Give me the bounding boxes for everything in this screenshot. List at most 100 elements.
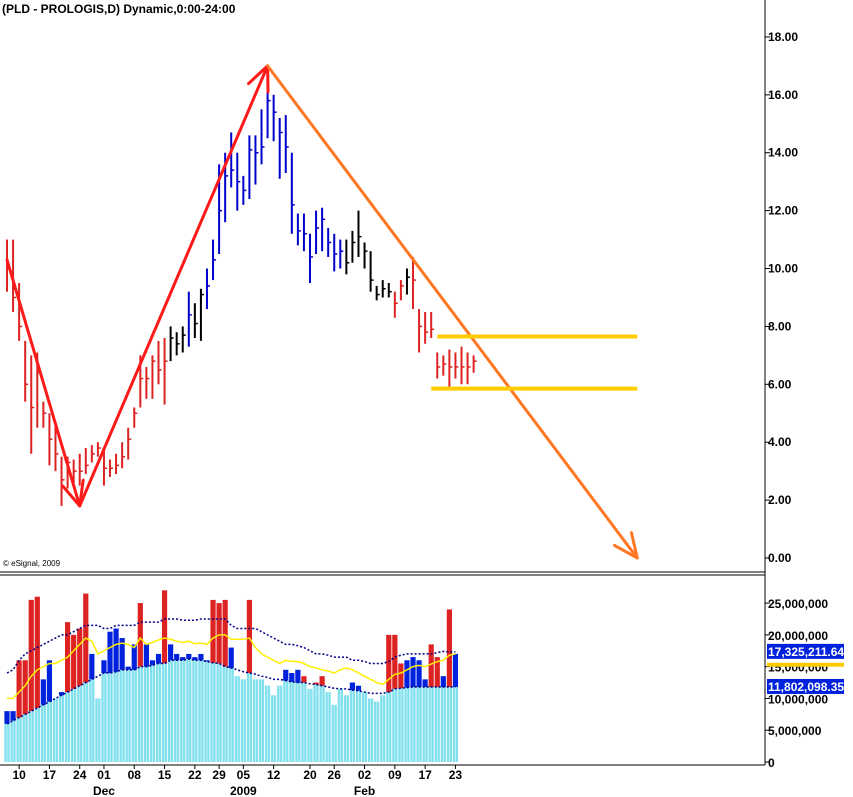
time-tick-label: 24: [73, 768, 87, 782]
volume-bar: [77, 628, 83, 762]
price-bar: [460, 346, 465, 385]
price-bar: [351, 230, 356, 263]
trend-arrow: [266, 64, 639, 560]
price-bar: [327, 228, 332, 257]
price-bar: [454, 352, 459, 379]
price-axis-ticks: 18.00 16.00 14.00 12.00 10.00 8.00 6.00 4.00 2.0…: [765, 30, 798, 565]
price-bar: [199, 288, 204, 341]
volume-bar: [186, 653, 192, 762]
price-tick-label: 0.00: [768, 551, 792, 565]
time-group-label: Feb: [354, 784, 375, 797]
price-bar: [109, 459, 114, 477]
volume-bar: [125, 666, 131, 762]
volume-bar: [113, 628, 119, 762]
time-tick-label: 23: [449, 768, 463, 782]
volume-bar: [313, 682, 319, 762]
volume-bar: [289, 673, 295, 762]
price-bar: [472, 355, 477, 373]
price-bars: [6, 65, 477, 506]
price-bar: [357, 210, 362, 257]
price-bar: [187, 291, 192, 347]
price-bar: [169, 326, 174, 362]
volume-tick-label: 5,000,000: [768, 724, 822, 738]
price-bar: [145, 366, 150, 399]
price-bar: [96, 442, 101, 457]
price-bar: [290, 152, 295, 234]
volume-bar: [155, 653, 162, 762]
volume-bar: [192, 657, 198, 762]
price-bar: [30, 355, 35, 454]
price-bar: [42, 401, 47, 428]
volume-bar: [277, 685, 283, 762]
volume-bar: [380, 695, 386, 762]
price-bar: [242, 175, 247, 205]
price-bar: [248, 135, 253, 200]
volume-bar: [174, 653, 180, 762]
volume-bar: [83, 593, 89, 762]
price-bar: [205, 268, 210, 310]
price-bar: [60, 456, 65, 506]
volume-bar: [143, 644, 149, 762]
volume-bar: [331, 704, 337, 762]
volume-bar: [131, 644, 137, 762]
volume-bar: [10, 711, 16, 762]
volume-bar: [392, 634, 398, 762]
volume-bar: [264, 685, 271, 762]
volume-tick-label: 10,000,000: [768, 692, 828, 706]
time-group-label: Dec: [93, 784, 115, 797]
price-tick-label: 8.00: [768, 319, 792, 333]
volume-bar: [416, 660, 422, 762]
price-tick-label: 16.00: [768, 88, 798, 102]
volume-bar: [422, 679, 428, 762]
volume-bar: [325, 692, 331, 762]
price-bar: [442, 355, 447, 376]
volume-tick-label: 20,000,000: [768, 629, 828, 643]
volume-bar: [34, 596, 40, 762]
price-bar: [321, 207, 326, 252]
volume-bar: [52, 698, 59, 762]
volume-bar: [404, 660, 410, 762]
volume-bar: [271, 695, 277, 762]
price-tick-label: 2.00: [768, 493, 792, 507]
volume-bar: [228, 647, 234, 762]
time-axis-labels: 10 17 24 01 08 15 22 29 05 12 20 26 02 09 17 23 Dec 2009 F…: [12, 765, 462, 797]
horizontal-levels: [431, 334, 638, 391]
volume-bar: [343, 695, 349, 762]
volume-bar: [101, 660, 107, 762]
time-tick-label: 20: [303, 768, 317, 782]
price-bar: [333, 233, 338, 272]
price-bar: [163, 338, 168, 405]
price-bar: [175, 332, 180, 356]
price-tick-label: 6.00: [768, 377, 792, 391]
volume-bar: [210, 599, 216, 762]
volume-bar: [71, 634, 77, 762]
price-bar: [399, 280, 404, 301]
price-bar: [363, 242, 368, 269]
volume-bar: [307, 688, 313, 762]
volume-lower-band: [6, 658, 456, 725]
volume-bar: [386, 634, 392, 762]
price-bar: [84, 448, 89, 475]
volume-bar: [4, 711, 10, 762]
price-bar: [151, 355, 156, 399]
volume-bar: [204, 660, 210, 762]
volume-moving-average: [7, 634, 456, 700]
time-tick-label: 17: [418, 768, 432, 782]
price-bar: [78, 453, 83, 486]
price-bar: [133, 407, 138, 428]
price-bar: [418, 309, 423, 353]
price-bar: [302, 213, 307, 252]
price-bar: [381, 280, 386, 298]
volume-overlays: [6, 618, 456, 725]
volume-bar: [283, 669, 289, 762]
time-tick-label: 15: [158, 768, 172, 782]
price-bar: [345, 239, 350, 275]
time-group-label: 2009: [230, 784, 257, 797]
price-bar: [412, 256, 417, 310]
volume-bar: [107, 631, 113, 762]
volume-bar: [89, 653, 95, 762]
time-tick-label: 29: [212, 768, 226, 782]
volume-bar: [446, 609, 452, 762]
time-tick-label: 17: [43, 768, 57, 782]
trend-lines: [5, 64, 639, 560]
